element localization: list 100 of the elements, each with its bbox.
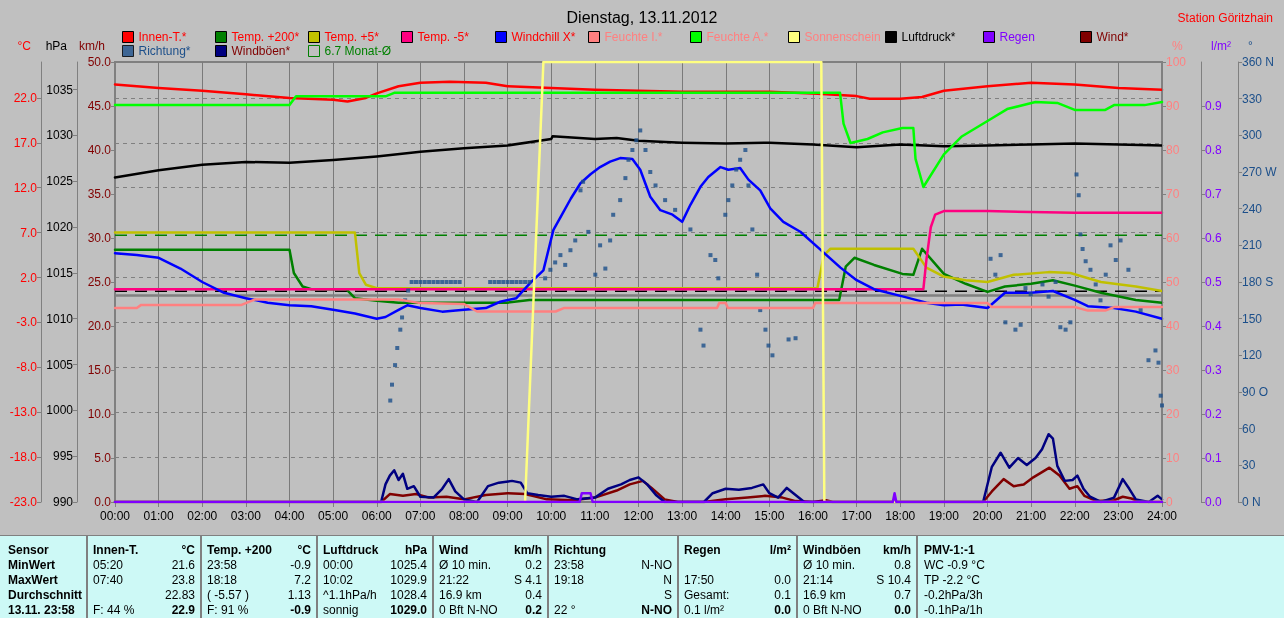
x-tick-label: 12:00: [623, 509, 654, 523]
y3-tick-label: 0.0: [94, 495, 112, 509]
legend-label: Sonnenschein: [804, 30, 881, 44]
x-tick-label: 15:00: [754, 509, 785, 523]
y-tick-label: 90: [1166, 99, 1180, 113]
y-tick-label: 10: [1166, 451, 1180, 465]
y3-tick-label: 35.0: [87, 187, 112, 201]
legend-label: Temp. +200*: [231, 30, 300, 44]
y-tick-label: 40: [1166, 319, 1180, 333]
y-axis-title: °C: [17, 39, 32, 53]
text: km/h 0.8 S 10.4 0.7 0.0: [876, 543, 911, 618]
y3-tick-label: 150: [1242, 311, 1263, 326]
y3-tick-label: 90 O: [1242, 385, 1269, 399]
x-tick-label: 02:00: [187, 509, 218, 523]
y-tick-label: -23.0: [9, 495, 38, 509]
x-tick-label: 23:00: [1103, 509, 1134, 523]
legend-label: Feuchte A.*: [706, 30, 769, 44]
y3-tick-label: 15.0: [87, 363, 112, 377]
y-axis-title: %: [1172, 39, 1183, 53]
legend-label: 6.7 Monat-Ø: [324, 44, 392, 58]
text: Innen-T. 05:20 07:40 F: 44 %: [93, 543, 139, 617]
y-tick-label: -18.0: [9, 450, 38, 465]
y2-tick-label: 0.2: [1205, 407, 1223, 421]
y-tick-label: 100: [1166, 55, 1187, 69]
y2-tick-label: 0.5: [1205, 275, 1223, 289]
x-tick-label: 19:00: [928, 509, 960, 523]
y-tick-label: -13.0: [9, 405, 38, 420]
y-tick-label: 2.0: [20, 270, 38, 285]
text: Temp. +200 23:58 18:18 ( -5.57 ) F: 91 %: [207, 543, 272, 618]
x-tick-label: 17:00: [841, 509, 872, 523]
x-tick-label: 13:00: [667, 509, 698, 523]
y-tick-label: 22.0: [13, 90, 38, 105]
x-tick-label: 06:00: [361, 509, 393, 523]
y2-tick-label: 0.3: [1205, 363, 1223, 377]
y3-tick-label: 10.0: [87, 407, 112, 421]
x-tick-label: 07:00: [405, 509, 436, 523]
text: °C 21.6 23.8 22.83 22.9: [164, 543, 195, 618]
x-tick-label: 18:00: [885, 509, 916, 523]
legend-label: Wind*: [1096, 30, 1129, 44]
y2-axis-title: l/m²: [1211, 39, 1231, 53]
y-tick-label: 0: [1166, 495, 1173, 509]
y3-tick-label: 270 W: [1242, 165, 1278, 179]
x-tick-label: 04:00: [274, 509, 305, 523]
y3-tick-label: 40.0: [87, 143, 112, 157]
y2-tick-label: 990: [52, 495, 74, 509]
legend-label: Windböen*: [231, 44, 291, 58]
text: Richtung 23:58 19:18 22 °: [554, 543, 606, 617]
y3-tick-label: 60: [1242, 421, 1256, 436]
x-tick-label: 14:00: [710, 509, 742, 523]
text: Station Göritzhain: [1177, 11, 1274, 25]
text: °C -0.9 7.2 1.13 -0.9: [287, 543, 311, 618]
legend-label: Temp. +5*: [324, 30, 380, 44]
y2-tick-label: 995: [52, 449, 74, 464]
x-tick-label: 01:00: [143, 509, 174, 523]
y3-tick-label: 30: [1242, 458, 1256, 473]
x-tick-label: 20:00: [972, 509, 1003, 523]
y3-tick-label: 45.0: [87, 99, 112, 113]
y2-tick-label: 0.6: [1205, 231, 1223, 245]
y2-tick-label: 1010: [46, 311, 74, 326]
y3-tick-label: 210: [1242, 238, 1263, 253]
y-tick-label: -3.0: [16, 315, 38, 330]
legend-label: Richtung*: [138, 44, 191, 58]
y2-tick-label: 1015: [46, 265, 74, 280]
y2-tick-label: 1005: [46, 357, 74, 372]
y2-tick-label: 1025: [46, 174, 74, 189]
y3-tick-label: 25.0: [87, 275, 112, 289]
y2-tick-label: 0.9: [1205, 99, 1223, 113]
x-tick-label: 03:00: [230, 509, 262, 523]
x-tick-label: 08:00: [448, 509, 480, 523]
text: Sensor MinWert MaxWert Durchschnitt 13.11. 23:58: [8, 543, 83, 618]
y2-tick-label: 0.1: [1205, 451, 1223, 465]
y2-tick-label: 1000: [46, 403, 74, 418]
y-tick-label: 17.0: [13, 135, 38, 150]
x-tick-label: 00:00: [99, 509, 131, 523]
y3-tick-label: 240: [1242, 201, 1263, 216]
legend-label: Temp. -5*: [417, 30, 470, 44]
y-tick-label: 30: [1166, 363, 1180, 377]
x-tick-label: 16:00: [797, 509, 829, 523]
y-tick-label: 12.0: [13, 180, 38, 195]
text: Wind Ø 10 min. 21:22 16.9 km 0 Bft N-NO: [439, 543, 498, 618]
y2-tick-label: 1020: [46, 220, 74, 234]
y2-tick-label: 0.4: [1205, 319, 1223, 333]
text: km/h 0.2 S 4.1 0.4 0.2: [513, 543, 542, 618]
y3-tick-label: 20.0: [87, 319, 112, 333]
y3-tick-label: 180 S: [1242, 275, 1274, 289]
y-tick-label: 60: [1166, 231, 1180, 245]
y2-tick-label: 1035: [46, 82, 74, 97]
text: Windböen Ø 10 min. 21:14 16.9 km 0 Bft N-NO: [803, 543, 862, 618]
y-tick-label: 20: [1166, 407, 1180, 421]
legend-label: Feuchte I.*: [604, 30, 663, 44]
y3-tick-label: 0 N: [1242, 495, 1261, 509]
x-tick-label: 09:00: [492, 509, 523, 523]
y3-tick-label: 360 N: [1242, 55, 1275, 69]
text: Regen 17:50 Gesamt: 0.1 l/m²: [684, 543, 730, 617]
x-tick-label: 05:00: [318, 509, 349, 523]
text: l/m² 0.0 0.1 0.0: [769, 543, 791, 617]
x-tick-label: 24:00: [1146, 509, 1178, 523]
x-tick-label: 10:00: [536, 509, 567, 523]
x-tick-label: 11:00: [580, 509, 610, 523]
y-tick-label: 50: [1166, 275, 1180, 289]
